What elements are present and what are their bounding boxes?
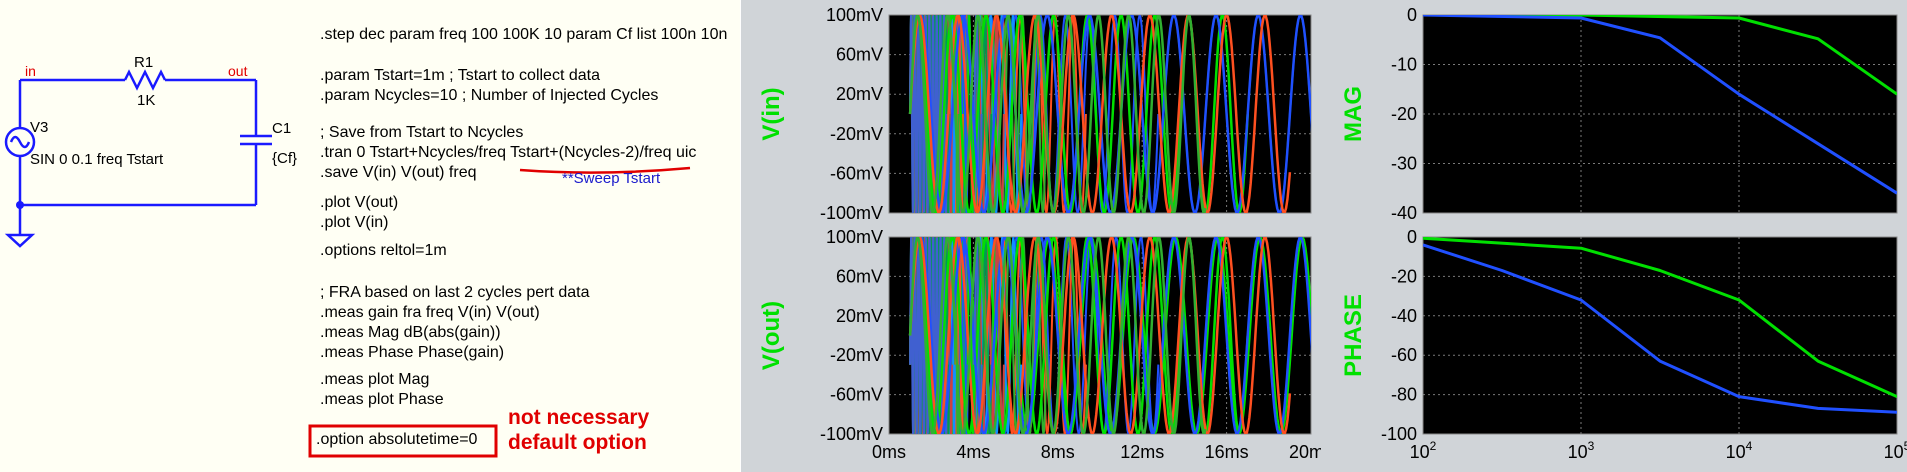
- directive-param-ncycles[interactable]: .param Ncycles=10 ; Number of Injected C…: [320, 87, 659, 104]
- plot-mag-svg[interactable]: 0 -10 -20 -30 -40 MAG: [1321, 0, 1907, 222]
- comment-fra[interactable]: ; FRA based on last 2 cycles pert data: [320, 284, 590, 301]
- y-tick-label: -60mV: [830, 163, 883, 183]
- y-axis-label: PHASE: [1340, 294, 1367, 377]
- directive-save[interactable]: .save V(in) V(out) freq: [320, 164, 477, 181]
- note-not-necessary: not necessary: [508, 406, 650, 429]
- y-axis-label: V(in): [758, 87, 785, 140]
- schematic-drawing[interactable]: [0, 0, 740, 472]
- y-axis-label: MAG: [1340, 86, 1367, 142]
- directive-meas-plot-phase[interactable]: .meas plot Phase: [320, 391, 444, 408]
- fra-plot-window[interactable]: 0 -10 -20 -30 -40 MAG 0 -20 -40 -60 -80 -100 102 103…: [1321, 0, 1907, 472]
- fra-traces: [1423, 237, 1897, 414]
- y-axis-label: V(out): [758, 301, 785, 370]
- plot-mag[interactable]: 0 -10 -20 -30 -40 MAG: [1321, 0, 1907, 222]
- schematic-canvas[interactable]: in out R1 1K C1 {Cf} V3 SIN 0 0.1 freq T…: [0, 0, 740, 472]
- y-tick-label: -40: [1391, 306, 1417, 326]
- resistor-r1-symbol[interactable]: [123, 69, 167, 91]
- y-tick-label: -60mV: [830, 385, 883, 405]
- r1-name[interactable]: R1: [134, 54, 154, 71]
- directive-plot-vin[interactable]: .plot V(in): [320, 214, 389, 231]
- red-highlight-box: [308, 424, 498, 458]
- directive-meas-gain[interactable]: .meas gain fra freq V(in) V(out): [320, 304, 540, 321]
- y-tick-label: -20mV: [830, 345, 883, 365]
- y-tick-label: -20: [1391, 104, 1417, 124]
- junction-dot: [16, 201, 24, 209]
- plot-vout[interactable]: 100mV 60mV 20mV -20mV -60mV -100mV 0ms 4ms 8ms 12…: [741, 222, 1321, 472]
- directive-meas-phase[interactable]: .meas Phase Phase(gain): [320, 344, 505, 361]
- directive-plot-vout[interactable]: .plot V(out): [320, 194, 399, 211]
- note-default-option: default option: [508, 431, 647, 454]
- directive-option-absolutetime[interactable]: .option absolutetime=0: [316, 431, 478, 448]
- plot-border: [1422, 236, 1898, 435]
- c1-name[interactable]: C1: [272, 120, 292, 137]
- y-tick-label: 100mV: [826, 5, 883, 25]
- y-tick-label: -20mV: [830, 124, 883, 144]
- x-tick-label: 16ms: [1205, 442, 1249, 462]
- y-tick-label: 60mV: [836, 45, 883, 65]
- x-tick-label: 4ms: [956, 442, 990, 462]
- x-tick-label: 104: [1726, 439, 1753, 462]
- x-tick-label: 20ms: [1289, 442, 1321, 462]
- y-tick-label: 60mV: [836, 266, 883, 286]
- transient-plot-window[interactable]: 100mV 60mV 20mV -20mV -60mV -100mV V(in) 100mV…: [741, 0, 1321, 472]
- sweep-trace-slow: [908, 237, 1292, 434]
- annotation-sweep-tstart: **Sweep Tstart: [562, 170, 661, 187]
- x-tick-label: 105: [1884, 439, 1907, 462]
- y-tick-label: -20: [1391, 266, 1417, 286]
- y-tick-label: 20mV: [836, 306, 883, 326]
- x-tick-label: 102: [1410, 439, 1437, 462]
- y-tick-label: 100mV: [826, 227, 883, 247]
- waveform-traces: [908, 15, 1311, 213]
- directive-meas-plot-mag[interactable]: .meas plot Mag: [320, 371, 430, 388]
- sine-wave-icon: [9, 135, 31, 149]
- y-tick-label: 0: [1407, 5, 1417, 25]
- v3-name[interactable]: V3: [30, 119, 49, 136]
- trace-green: [1423, 237, 1897, 398]
- sweep-trace-slow: [908, 237, 1207, 434]
- y-tick-label: 20mV: [836, 84, 883, 104]
- x-tick-label: 0ms: [872, 442, 906, 462]
- net-label-in[interactable]: in: [25, 63, 36, 79]
- directive-step[interactable]: .step dec param freq 100 100K 10 param C…: [320, 26, 728, 43]
- trace-blue: [1423, 243, 1897, 414]
- directive-tran[interactable]: .tran 0 Tstart+Ncycles/freq Tstart+(Ncyc…: [320, 144, 697, 161]
- comment-save[interactable]: ; Save from Tstart to Ncycles: [320, 124, 524, 141]
- trace-green: [1423, 15, 1897, 96]
- y-tick-label: -100mV: [820, 203, 883, 222]
- v3-value[interactable]: SIN 0 0.1 freq Tstart: [30, 151, 164, 168]
- x-tick-label: 12ms: [1120, 442, 1164, 462]
- sweep-trace-slow: [908, 15, 1292, 213]
- y-tick-label: -100: [1381, 424, 1417, 444]
- x-tick-label: 103: [1568, 439, 1595, 462]
- plot-vin[interactable]: 100mV 60mV 20mV -20mV -60mV -100mV V(in): [741, 0, 1321, 222]
- y-tick-label: -30: [1391, 154, 1417, 174]
- waveform-traces: [908, 237, 1311, 434]
- ground-icon[interactable]: [4, 233, 36, 248]
- directive-param-tstart[interactable]: .param Tstart=1m ; Tstart to collect dat…: [320, 67, 600, 84]
- y-tick-label: 0: [1407, 227, 1417, 247]
- red-underline-annotation: [519, 166, 691, 174]
- r1-value[interactable]: 1K: [137, 92, 156, 109]
- trace-blue: [1423, 15, 1897, 195]
- y-tick-label: -40: [1391, 203, 1417, 222]
- y-tick-label: -10: [1391, 55, 1417, 75]
- voltage-source-circle[interactable]: [4, 126, 36, 158]
- plot-vin-svg[interactable]: 100mV 60mV 20mV -20mV -60mV -100mV V(in): [741, 0, 1321, 222]
- fra-traces: [1423, 15, 1897, 195]
- y-tick-label: -100mV: [820, 424, 883, 444]
- directive-options[interactable]: .options reltol=1m: [320, 242, 447, 259]
- y-tick-label: -80: [1391, 385, 1417, 405]
- sweep-trace-slow: [908, 15, 1207, 213]
- y-tick-label: -60: [1391, 345, 1417, 365]
- net-label-out[interactable]: out: [228, 63, 248, 79]
- directive-meas-mag[interactable]: .meas Mag dB(abs(gain)): [320, 324, 501, 341]
- c1-value[interactable]: {Cf}: [272, 150, 298, 167]
- x-tick-label: 8ms: [1041, 442, 1075, 462]
